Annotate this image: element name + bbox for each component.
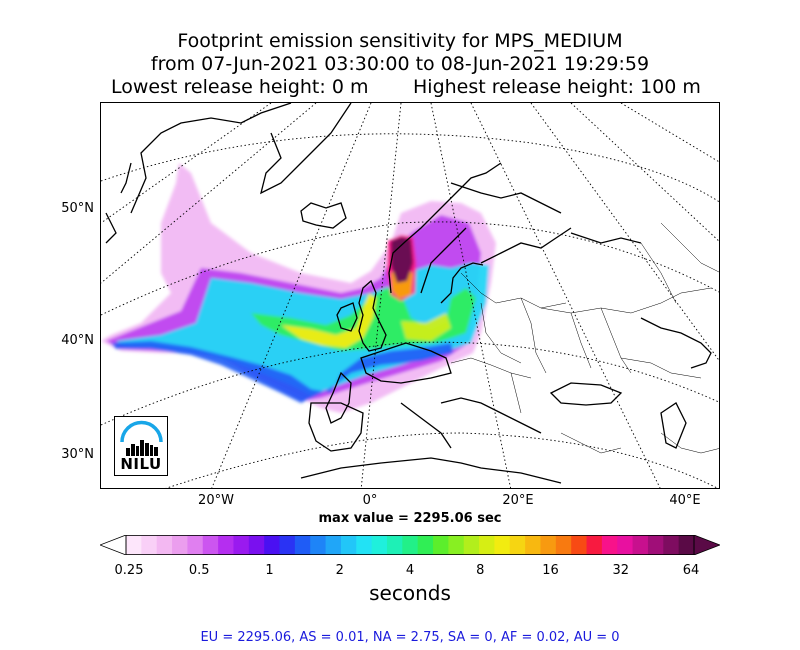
lon-label-20w: 20°W bbox=[198, 493, 234, 508]
colorbar-cell bbox=[479, 535, 496, 555]
colorbar-cell bbox=[571, 535, 588, 555]
lon-label-20e: 20°E bbox=[502, 493, 534, 508]
title-line-1: Footprint emission sensitivity for MPS_M… bbox=[177, 30, 623, 52]
colorbar-right-cap bbox=[693, 535, 720, 555]
colorbar-cell bbox=[356, 535, 373, 555]
colorbar-cell bbox=[202, 535, 219, 555]
graticule bbox=[101, 103, 719, 488]
hotspot-dark bbox=[391, 237, 413, 283]
colorbar-cell bbox=[540, 535, 557, 555]
colorbar-tick-label: 0.5 bbox=[188, 563, 210, 578]
map-canvas bbox=[101, 103, 719, 488]
colorbar-left-cap bbox=[100, 535, 127, 555]
plume-yellow-2 bbox=[401, 313, 451, 341]
colorbar-cell bbox=[294, 535, 311, 555]
colorbar-cell bbox=[433, 535, 449, 555]
colorbar-cell bbox=[386, 535, 403, 555]
colorbar bbox=[100, 535, 720, 555]
colorbar-cell bbox=[371, 535, 388, 555]
colorbar-cell bbox=[279, 535, 296, 555]
country-borders bbox=[450, 222, 719, 454]
colorbar-cell bbox=[218, 535, 235, 555]
highest-release-height: Highest release height: 100 m bbox=[413, 76, 701, 98]
colorbar-cell bbox=[187, 535, 204, 555]
regional-totals: EU = 2295.06, AS = 0.01, NA = 2.75, SA =… bbox=[200, 630, 620, 645]
colorbar-tick-label: 64 bbox=[682, 563, 700, 578]
colorbar-cell bbox=[310, 535, 327, 555]
nilu-logo-text: NILU bbox=[120, 455, 162, 473]
colorbar-cell bbox=[340, 535, 357, 555]
colorbar-tick-label: 32 bbox=[612, 563, 630, 578]
colorbar-cell bbox=[632, 535, 649, 555]
lat-label-30n: 30°N bbox=[61, 447, 94, 462]
colorbar-cell bbox=[617, 535, 634, 555]
nilu-logo-graphic bbox=[120, 420, 163, 456]
colorbar-cell bbox=[233, 535, 250, 555]
lon-label-0: 0° bbox=[362, 493, 378, 508]
colorbar-cell bbox=[525, 535, 542, 555]
colorbar-cell bbox=[156, 535, 173, 555]
colorbar-cell bbox=[141, 535, 158, 555]
colorbar-frame bbox=[125, 535, 695, 555]
colorbar-tick-label: 2 bbox=[335, 563, 344, 578]
colorbar-cell bbox=[494, 535, 511, 555]
colorbar-cell bbox=[325, 535, 342, 555]
colorbar-cell bbox=[601, 535, 618, 555]
colorbar-cell bbox=[678, 535, 695, 555]
colorbar-cell bbox=[647, 535, 664, 555]
plume-yellow bbox=[281, 293, 376, 348]
colorbar-cell bbox=[402, 535, 419, 555]
footprint-map bbox=[100, 102, 720, 489]
lowest-release-height: Lowest release height: 0 m bbox=[111, 76, 369, 98]
colorbar-cell bbox=[555, 535, 572, 555]
nilu-logo: NILU bbox=[114, 416, 168, 476]
colorbar-cell bbox=[126, 535, 142, 555]
colorbar-tick-label: 1 bbox=[265, 563, 274, 578]
max-value-label: max value = 2295.06 sec bbox=[318, 511, 502, 526]
lat-label-40n: 40°N bbox=[61, 333, 94, 348]
colorbar-cell bbox=[417, 535, 434, 555]
colorbar-cell bbox=[248, 535, 265, 555]
release-height-row: Lowest release height: 0 m Highest relea… bbox=[0, 76, 800, 98]
sensitivity-field bbox=[101, 163, 496, 413]
colorbar-cell bbox=[586, 535, 603, 555]
colorbar-cell bbox=[663, 535, 680, 555]
title-line-2: from 07-Jun-2021 03:30:00 to 08-Jun-2021… bbox=[150, 53, 650, 75]
colorbar-tick-label: 4 bbox=[405, 563, 415, 578]
colorbar-tick-label: 8 bbox=[476, 563, 485, 578]
lon-label-40e: 40°E bbox=[669, 493, 701, 508]
colorbar-tick-label: 0.25 bbox=[114, 563, 144, 578]
colorbar-cell bbox=[172, 535, 188, 555]
colorbar-cell bbox=[509, 535, 526, 555]
colorbar-unit: seconds bbox=[369, 581, 451, 605]
lat-label-50n: 50°N bbox=[61, 201, 94, 216]
colorbar-tick-label: 16 bbox=[542, 563, 559, 578]
colorbar-cell bbox=[448, 535, 465, 555]
colorbar-cell bbox=[463, 535, 480, 555]
colorbar-cells bbox=[126, 535, 695, 555]
colorbar-cell bbox=[264, 535, 281, 555]
coastlines bbox=[105, 103, 712, 484]
